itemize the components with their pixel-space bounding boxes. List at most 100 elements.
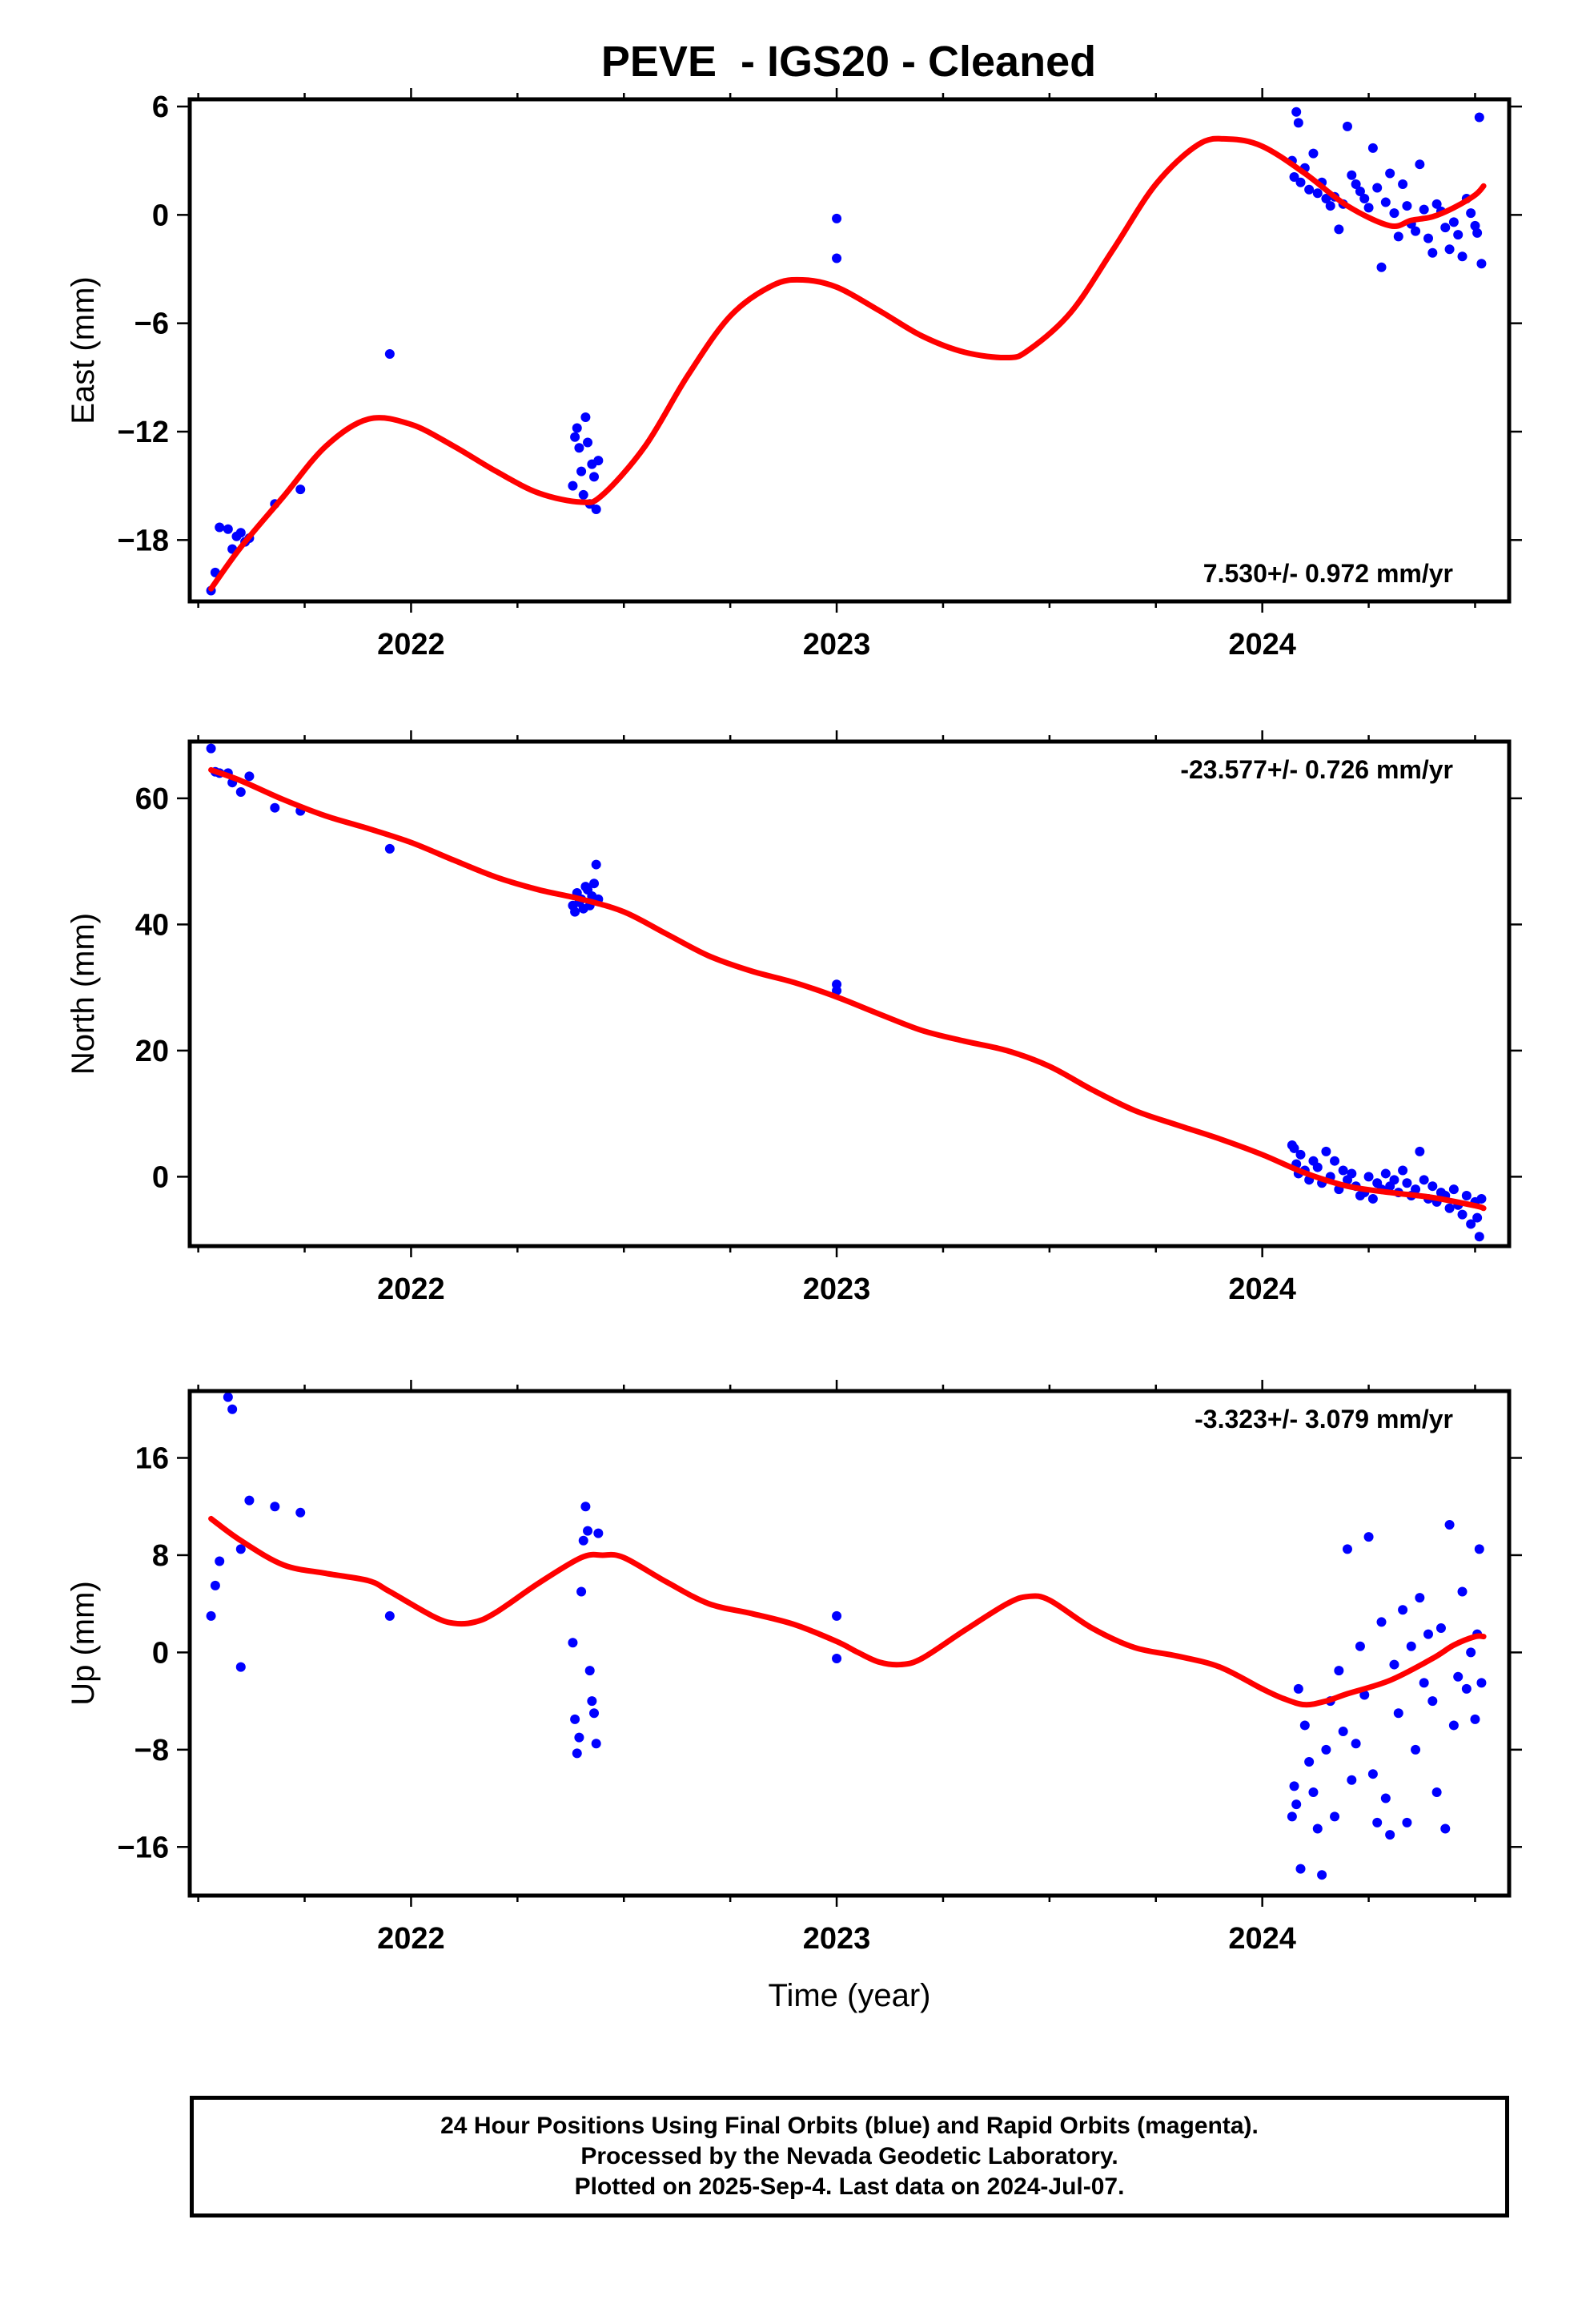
data-point: [1287, 1811, 1297, 1822]
data-point: [580, 412, 591, 422]
data-point: [1448, 1184, 1459, 1195]
data-point: [1470, 1714, 1480, 1724]
data-point: [1330, 1156, 1340, 1166]
y-axis-label: Up (mm): [66, 1581, 101, 1706]
data-point: [570, 1714, 580, 1724]
y-tick-label: 16: [135, 1441, 169, 1475]
data-point: [206, 1610, 216, 1621]
x-tick-label: 2024: [1228, 1922, 1296, 1956]
data-point: [1291, 1799, 1302, 1810]
data-point: [591, 859, 601, 870]
data-point: [1367, 143, 1378, 153]
data-point: [583, 1526, 593, 1536]
data-point: [235, 528, 246, 538]
data-point: [568, 1638, 578, 1648]
data-point: [295, 1507, 306, 1518]
y-tick-label: 20: [135, 1035, 169, 1068]
data-point: [1466, 1647, 1476, 1658]
footer-line-2: Processed by the Nevada Geodetic Laborat…: [580, 2143, 1118, 2169]
data-point: [572, 423, 582, 433]
data-point: [1389, 208, 1399, 219]
data-point: [1415, 1593, 1425, 1603]
data-point: [1406, 1641, 1416, 1651]
data-point: [1347, 170, 1357, 180]
data-point: [1423, 233, 1433, 243]
data-point: [235, 1544, 246, 1554]
data-point: [1321, 1744, 1331, 1755]
data-point: [1453, 1671, 1464, 1682]
data-point: [1402, 1817, 1412, 1827]
data-point: [1457, 1209, 1468, 1220]
data-point: [1466, 208, 1476, 219]
rate-label: 7.530+/- 0.972 mm/yr: [1203, 559, 1453, 588]
data-points: [206, 1392, 1487, 1880]
data-point: [570, 432, 580, 442]
data-point: [270, 1502, 280, 1512]
x-tick-label: 2022: [377, 1273, 445, 1306]
data-point: [593, 456, 604, 466]
data-point: [1461, 1683, 1472, 1694]
data-point: [1376, 1617, 1387, 1627]
y-tick-label: 0: [152, 1160, 169, 1194]
data-point: [1427, 1181, 1438, 1192]
data-point: [1342, 121, 1352, 131]
data-point: [589, 879, 600, 889]
y-tick-label: 40: [135, 908, 169, 942]
data-point: [568, 480, 578, 491]
data-point: [1444, 1203, 1455, 1213]
data-point: [244, 771, 255, 782]
data-point: [1448, 217, 1459, 227]
figure-title: PEVE - IGS20 - Cleaned: [601, 38, 1096, 86]
data-point: [576, 1586, 587, 1597]
data-point: [1476, 1678, 1487, 1688]
data-point: [1427, 247, 1438, 258]
data-point: [1304, 184, 1315, 195]
plot-frame: [187, 97, 1512, 604]
data-point: [1380, 1793, 1391, 1803]
plot-area: [206, 1392, 1487, 1880]
data-point: [1342, 1544, 1352, 1554]
data-point: [1359, 194, 1370, 204]
data-point: [1330, 1811, 1340, 1822]
data-point: [384, 843, 395, 854]
data-point: [1448, 1720, 1459, 1731]
y-tick-label: 8: [152, 1539, 169, 1573]
fit-curve: [208, 766, 1487, 1212]
data-point: [832, 986, 842, 996]
data-point: [1411, 1744, 1421, 1755]
x-tick-label: 2023: [803, 1922, 871, 1956]
data-point: [1347, 1168, 1357, 1179]
data-point: [1367, 1769, 1378, 1779]
data-point: [587, 1696, 597, 1707]
data-point: [589, 1708, 600, 1719]
data-point: [1321, 194, 1331, 204]
y-axis-label: North (mm): [66, 913, 101, 1075]
data-point: [1466, 1219, 1476, 1229]
data-point: [1444, 244, 1455, 255]
data-point: [832, 253, 842, 263]
data-point: [1308, 1787, 1319, 1797]
data-point: [580, 1502, 591, 1512]
data-point: [570, 907, 580, 917]
x-tick-label: 2024: [1228, 628, 1296, 661]
x-tick-label: 2022: [377, 1922, 445, 1956]
data-point: [1402, 1178, 1412, 1188]
data-point: [1411, 1184, 1421, 1195]
data-point: [578, 489, 588, 500]
data-point: [1474, 112, 1484, 123]
data-point: [1476, 1193, 1487, 1204]
footer-box: 24 Hour Positions Using Final Orbits (bl…: [190, 2096, 1509, 2217]
data-point: [574, 1732, 584, 1743]
data-point: [1372, 183, 1383, 193]
y-tick-label: −12: [118, 416, 169, 449]
x-tick-label: 2023: [803, 1273, 871, 1306]
data-point: [223, 524, 233, 534]
data-point: [1440, 1823, 1451, 1834]
data-point: [227, 1404, 238, 1414]
footer-line-1: 24 Hour Positions Using Final Orbits (bl…: [440, 2113, 1259, 2139]
data-point: [1415, 159, 1425, 170]
panels: 2022 2023 2024 −18 −12 −6 0 6 East (mm) 7.530+/- …: [66, 88, 1522, 2013]
rate-label: -3.323+/- 3.079 mm/yr: [1195, 1405, 1453, 1433]
data-point: [1295, 1149, 1306, 1160]
